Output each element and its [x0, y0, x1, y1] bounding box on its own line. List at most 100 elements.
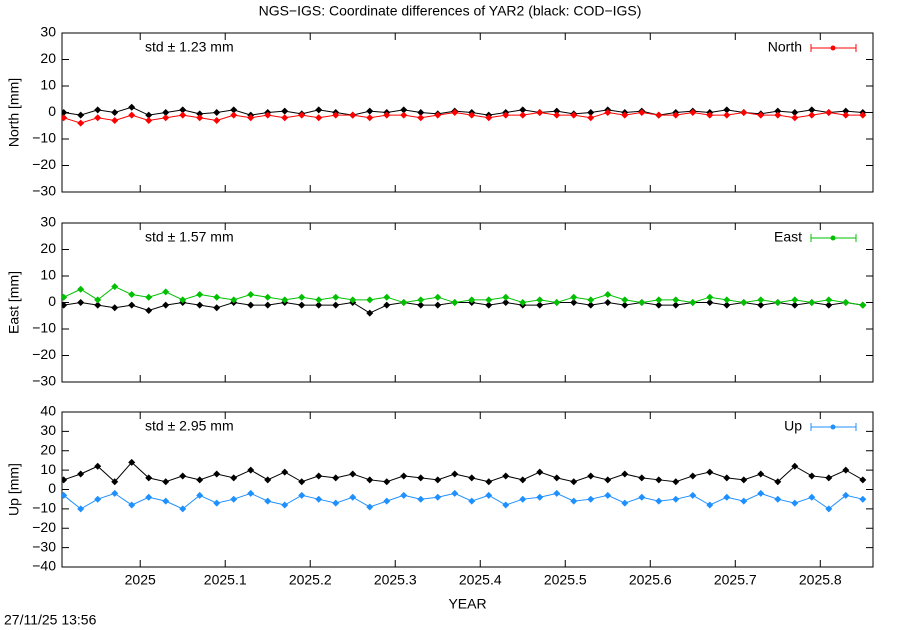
point — [842, 107, 850, 115]
point — [706, 501, 714, 509]
point — [213, 304, 221, 312]
point — [281, 107, 289, 115]
legend-label: East — [774, 229, 802, 245]
point — [791, 296, 799, 304]
point — [689, 491, 697, 499]
point — [94, 462, 102, 470]
point — [723, 301, 731, 309]
point — [417, 296, 425, 304]
point — [757, 301, 765, 309]
point — [366, 309, 374, 317]
point — [298, 478, 306, 486]
point — [111, 304, 119, 312]
x-tick-label: 2025.1 — [204, 572, 247, 588]
point — [638, 299, 646, 306]
point — [502, 293, 510, 301]
point — [111, 478, 119, 486]
y-tick-label: 10 — [40, 461, 56, 477]
point — [145, 474, 153, 482]
point — [757, 470, 765, 478]
point — [553, 489, 561, 497]
point — [264, 476, 272, 484]
point — [298, 293, 306, 301]
y-tick-label: 40 — [40, 403, 56, 419]
point — [400, 491, 408, 499]
point — [230, 111, 238, 119]
point — [62, 293, 68, 301]
point — [247, 301, 255, 309]
point — [502, 501, 510, 509]
point — [774, 478, 782, 486]
point — [196, 476, 204, 484]
point — [196, 291, 204, 299]
point — [264, 301, 272, 309]
point — [587, 114, 595, 122]
legend-label: Up — [784, 418, 802, 434]
point — [859, 476, 867, 484]
point — [706, 468, 714, 476]
point — [162, 478, 170, 486]
point — [621, 499, 629, 507]
point — [162, 288, 170, 296]
point — [604, 299, 612, 306]
point — [332, 293, 340, 301]
point — [264, 111, 272, 119]
point — [604, 476, 612, 484]
point — [417, 495, 425, 503]
point — [825, 109, 833, 116]
point — [179, 111, 187, 119]
y-tick-label: −10 — [32, 320, 56, 336]
point — [553, 111, 561, 119]
point — [774, 495, 782, 503]
point — [213, 499, 221, 507]
y-tick-label: −10 — [32, 500, 56, 516]
point — [791, 499, 799, 507]
point — [485, 478, 493, 486]
point — [366, 476, 374, 484]
point — [247, 114, 255, 122]
point — [162, 301, 170, 309]
point — [791, 114, 799, 122]
legend-swatch — [830, 235, 836, 241]
point — [519, 111, 527, 119]
legend-label: North — [768, 39, 802, 55]
point — [434, 111, 442, 119]
point — [434, 293, 442, 301]
point — [145, 111, 153, 119]
x-tick-label: 2025.2 — [289, 572, 332, 588]
point — [587, 296, 595, 304]
point — [570, 497, 578, 505]
point — [196, 114, 204, 122]
x-tick-label: 2025.4 — [459, 572, 502, 588]
point — [128, 103, 136, 111]
x-axis-label: YEAR — [448, 596, 486, 612]
point — [332, 111, 340, 119]
point — [791, 462, 799, 470]
point — [842, 466, 850, 474]
point — [570, 299, 578, 306]
point — [400, 472, 408, 480]
point — [519, 476, 527, 484]
point — [740, 476, 748, 484]
series — [62, 489, 867, 513]
point — [842, 491, 850, 499]
point — [774, 107, 782, 115]
point — [196, 301, 204, 309]
point — [825, 301, 833, 309]
point — [570, 111, 578, 119]
point — [281, 114, 289, 122]
point — [740, 497, 748, 505]
point — [791, 301, 799, 309]
point — [349, 470, 357, 478]
point — [468, 111, 476, 119]
point — [62, 109, 68, 116]
point — [655, 296, 663, 304]
y-tick-label: −10 — [32, 130, 56, 146]
point — [315, 296, 323, 304]
point — [570, 478, 578, 486]
point — [451, 470, 459, 478]
point — [655, 497, 663, 505]
y-tick-label: −20 — [32, 519, 56, 535]
point — [672, 111, 680, 119]
